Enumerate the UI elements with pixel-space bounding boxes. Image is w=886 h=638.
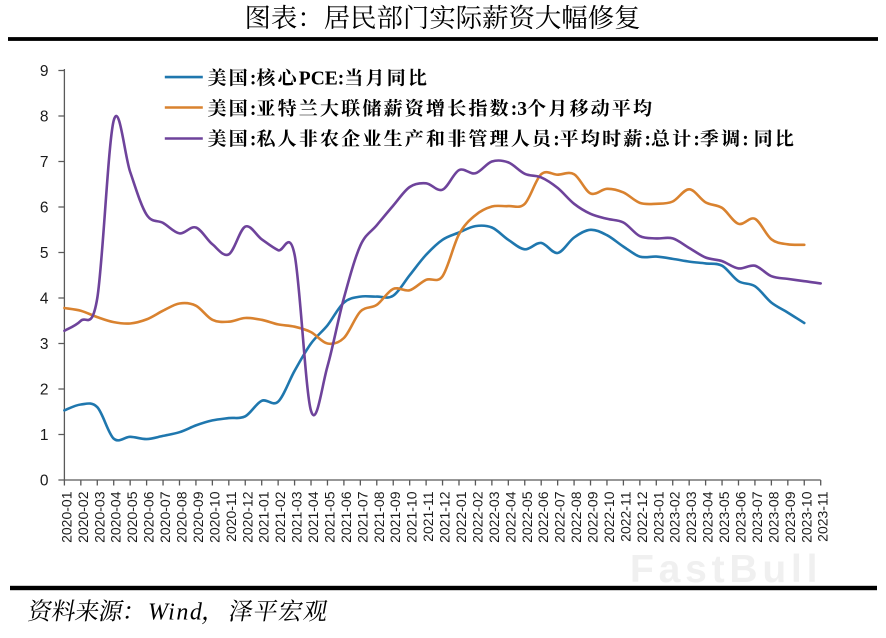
svg-text:2021-06: 2021-06 bbox=[338, 491, 354, 543]
svg-text:2021-09: 2021-09 bbox=[387, 491, 403, 543]
svg-text:2021-05: 2021-05 bbox=[321, 491, 337, 543]
svg-text:2023-06: 2023-06 bbox=[732, 491, 748, 543]
svg-text:PCE: PCE bbox=[299, 69, 338, 90]
svg-text:2021-07: 2021-07 bbox=[354, 491, 370, 543]
svg-text:2021-10: 2021-10 bbox=[404, 491, 420, 543]
svg-text:6: 6 bbox=[40, 199, 49, 216]
svg-text:4: 4 bbox=[40, 290, 49, 307]
svg-text:2022-05: 2022-05 bbox=[519, 491, 535, 543]
svg-text:5: 5 bbox=[40, 245, 49, 262]
svg-text::: : bbox=[742, 129, 753, 150]
svg-text:2022-11: 2022-11 bbox=[617, 491, 633, 542]
svg-text:2020-06: 2020-06 bbox=[141, 491, 157, 543]
svg-text:2020-12: 2020-12 bbox=[239, 491, 255, 543]
svg-text:2020-09: 2020-09 bbox=[190, 491, 206, 543]
svg-text:2021-03: 2021-03 bbox=[289, 491, 305, 543]
svg-text:2022-10: 2022-10 bbox=[601, 491, 617, 543]
svg-text:2023-09: 2023-09 bbox=[782, 491, 798, 543]
svg-text::: : bbox=[644, 129, 651, 150]
svg-text:1: 1 bbox=[40, 427, 49, 444]
svg-text:2022-03: 2022-03 bbox=[486, 491, 502, 543]
svg-text:2021-11: 2021-11 bbox=[420, 491, 436, 542]
svg-text:2: 2 bbox=[40, 381, 49, 398]
svg-text::: : bbox=[553, 129, 560, 150]
svg-text:0: 0 bbox=[40, 472, 49, 489]
svg-text:2023-05: 2023-05 bbox=[716, 491, 732, 543]
svg-text:2020-05: 2020-05 bbox=[124, 491, 140, 543]
svg-text:2020-04: 2020-04 bbox=[108, 491, 124, 543]
svg-text::: : bbox=[250, 129, 257, 150]
svg-text:2021-01: 2021-01 bbox=[256, 491, 272, 543]
svg-text::: : bbox=[250, 69, 257, 90]
svg-text:2020-03: 2020-03 bbox=[91, 491, 107, 543]
svg-text:2022-08: 2022-08 bbox=[568, 491, 584, 543]
svg-text:2021-02: 2021-02 bbox=[272, 491, 288, 543]
svg-text:2021-04: 2021-04 bbox=[305, 491, 321, 543]
svg-text:2020-01: 2020-01 bbox=[58, 491, 74, 543]
svg-text:2022-01: 2022-01 bbox=[453, 491, 469, 543]
svg-text:2021-08: 2021-08 bbox=[371, 491, 387, 543]
svg-text:7: 7 bbox=[40, 154, 49, 171]
svg-text:2023-02: 2023-02 bbox=[667, 491, 683, 543]
svg-text:2023-08: 2023-08 bbox=[765, 491, 781, 543]
svg-text:2020-07: 2020-07 bbox=[157, 491, 173, 543]
svg-text::: : bbox=[693, 129, 700, 150]
svg-text:2022-12: 2022-12 bbox=[634, 491, 650, 543]
svg-text:2022-09: 2022-09 bbox=[585, 491, 601, 543]
svg-text:2023-11: 2023-11 bbox=[815, 491, 831, 542]
svg-text:2023-03: 2023-03 bbox=[683, 491, 699, 543]
svg-text:2023-07: 2023-07 bbox=[749, 491, 765, 543]
svg-text:3: 3 bbox=[40, 336, 49, 353]
svg-text:8: 8 bbox=[40, 108, 49, 125]
svg-text:2021-12: 2021-12 bbox=[437, 491, 453, 543]
svg-text:2022-06: 2022-06 bbox=[535, 491, 551, 543]
svg-text:2020-11: 2020-11 bbox=[223, 491, 239, 542]
svg-text:FastBull: FastBull bbox=[630, 548, 822, 591]
svg-text::3: :3 bbox=[511, 99, 527, 120]
svg-text:2020-08: 2020-08 bbox=[173, 491, 189, 543]
svg-text:2022-02: 2022-02 bbox=[469, 491, 485, 543]
svg-text:2022-07: 2022-07 bbox=[552, 491, 568, 543]
svg-text:2020-02: 2020-02 bbox=[75, 491, 91, 543]
svg-text:2020-10: 2020-10 bbox=[206, 491, 222, 543]
svg-text::: : bbox=[338, 69, 345, 90]
svg-text:2023-04: 2023-04 bbox=[700, 491, 716, 543]
svg-text:2022-04: 2022-04 bbox=[502, 491, 518, 543]
svg-text:Wind: Wind bbox=[148, 600, 203, 626]
svg-text:9: 9 bbox=[40, 63, 49, 80]
svg-text:2023-10: 2023-10 bbox=[798, 491, 814, 543]
svg-text:2023-01: 2023-01 bbox=[650, 491, 666, 543]
svg-text::: : bbox=[250, 99, 257, 120]
